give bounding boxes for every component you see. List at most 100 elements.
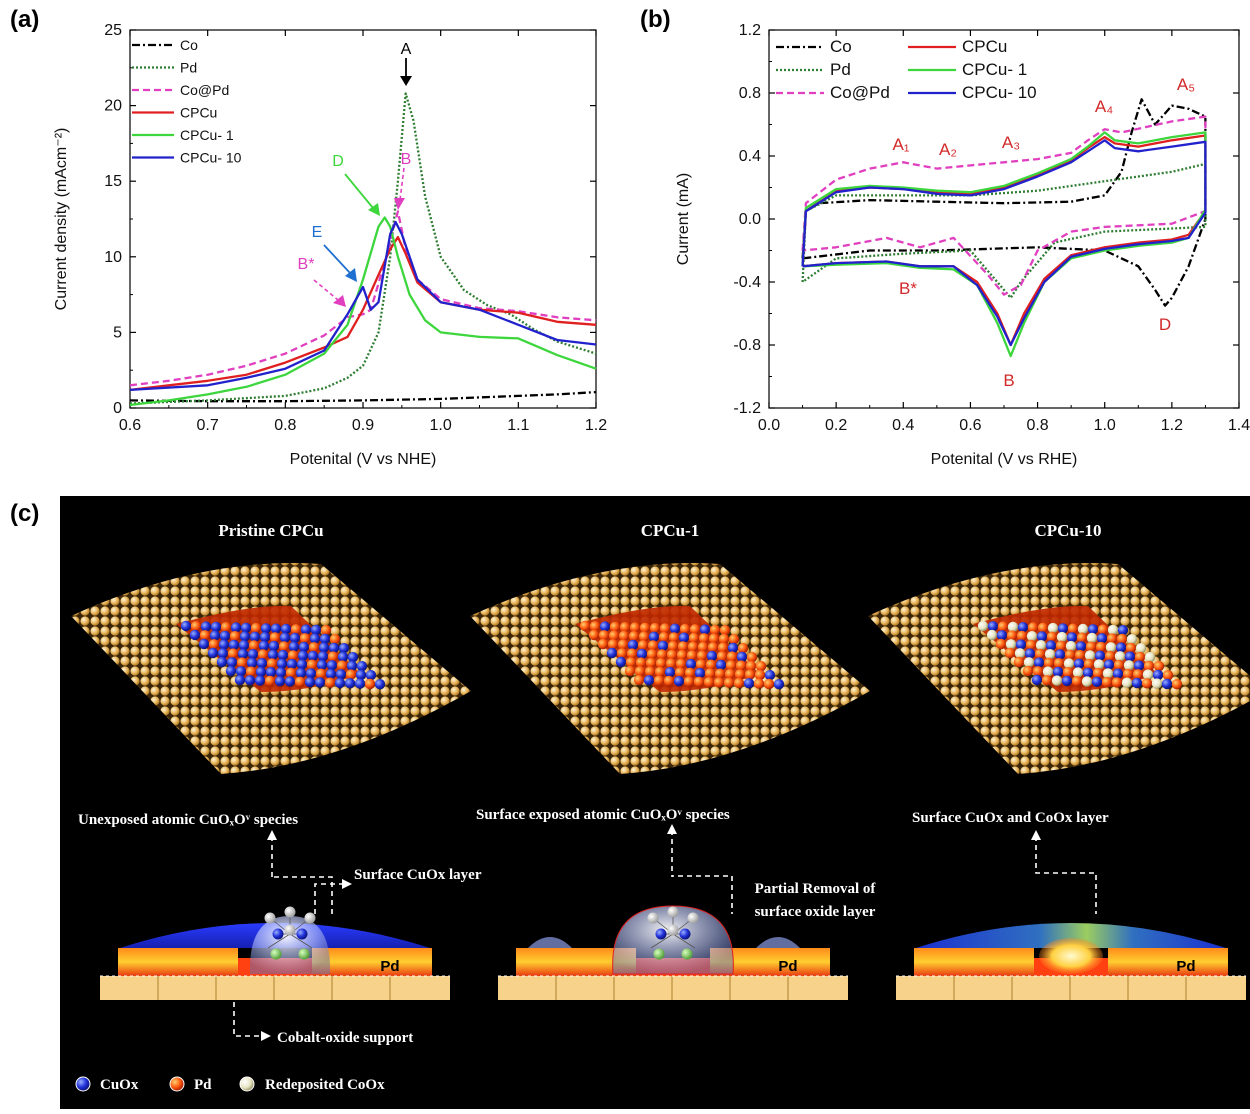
atom: [626, 648, 638, 659]
atom: [719, 625, 731, 636]
island-atoms: [977, 620, 1183, 690]
atom: [695, 659, 707, 670]
chart-a-legend-label: Pd: [180, 60, 197, 76]
atom: [1071, 676, 1083, 687]
caption-surface-cuox: Surface CuOx layer: [354, 867, 482, 883]
atom: [1061, 675, 1073, 687]
island-atoms: [579, 620, 785, 690]
atom: [297, 650, 309, 661]
atom: [235, 666, 247, 677]
atom: [298, 641, 310, 653]
atom: [1151, 678, 1163, 689]
atom: [244, 675, 256, 686]
atom: [726, 651, 738, 662]
legend-coox-label: Redeposited CoOx: [265, 1077, 385, 1093]
atom: [287, 650, 299, 661]
atom: [279, 632, 291, 643]
chart-a-series-co: [129, 390, 597, 403]
chart-b-legend-label: CPCu- 10: [962, 83, 1037, 102]
atom: [704, 668, 716, 679]
pd-band-right: [1108, 948, 1228, 976]
atom: [713, 677, 725, 688]
atom: [698, 633, 710, 644]
atom: [256, 658, 268, 669]
atom: [264, 675, 276, 687]
atom: [1051, 675, 1063, 686]
atom: [1171, 679, 1183, 690]
atom: [1103, 659, 1115, 670]
atom: [728, 634, 740, 645]
atom: [294, 676, 306, 687]
atom: [1073, 658, 1085, 669]
chart-a-series-pd: [129, 92, 597, 405]
atom: [1133, 660, 1145, 671]
chart-a-annotation-d: D: [332, 153, 344, 170]
atom: [315, 668, 327, 679]
chart-a-arrow-d: [344, 173, 374, 209]
atom: [1094, 650, 1106, 661]
atom: [299, 633, 311, 644]
surface-model-1: [71, 563, 471, 774]
atom: [1124, 651, 1136, 662]
chart-a-arrowhead-e: [345, 268, 357, 282]
atom: [228, 639, 240, 651]
chart-b-legend-label: CPCu- 1: [962, 60, 1027, 79]
atom: [707, 642, 719, 653]
pd-label: Pd: [380, 958, 399, 975]
chart-b: 0.0 0.2 0.4 0.6 0.8 1.0 1.2 1.4 -1.2 -0.8 -0.4 0.0 0…: [675, 22, 1250, 468]
atom: [609, 621, 621, 633]
legend-pd-icon: [169, 1076, 185, 1092]
chart-a-legend-label: Co@Pd: [180, 82, 229, 98]
chart-a-arrow-b: [399, 167, 405, 201]
atom: [753, 678, 765, 689]
atom: [238, 640, 250, 651]
atom: [664, 667, 676, 678]
schematic-panel: Pristine CPCu CPCu-1 CPCu-10 Unexposed a…: [60, 496, 1250, 1109]
atom: [1052, 666, 1064, 678]
atom: [987, 621, 999, 632]
atom: [248, 640, 260, 651]
atom: [628, 631, 640, 642]
atom: [646, 649, 658, 660]
atom: [635, 657, 647, 668]
schematic-dashed-arrows: [233, 830, 1097, 1037]
chart-b-y-tick-label: -0.4: [733, 274, 761, 291]
atom: [1142, 669, 1154, 680]
atom: [655, 658, 667, 669]
atom: [717, 642, 729, 653]
atom: [723, 677, 735, 688]
atom: [354, 678, 366, 689]
atom: [1041, 675, 1053, 686]
atom: [579, 620, 591, 632]
atom: [1005, 639, 1017, 650]
atom: [1162, 670, 1174, 681]
atom: [1114, 651, 1126, 662]
chart-b-x-tick-label: 1.4: [1228, 417, 1250, 434]
surface-model-2: [470, 563, 870, 774]
bond: [289, 933, 313, 949]
atom: [687, 641, 699, 652]
chart-b-annotation-0: A₁: [892, 135, 909, 154]
atom: [1024, 648, 1036, 659]
atom: [1007, 621, 1019, 633]
atom: [1093, 659, 1105, 670]
chart-b-annotation-6: B: [1003, 371, 1014, 390]
atom: [725, 660, 737, 671]
pd-band-left: [914, 948, 1034, 976]
atom: [374, 679, 386, 690]
atom: [647, 640, 659, 651]
atom: [657, 640, 669, 651]
atom: [1102, 668, 1114, 679]
atom: [637, 640, 649, 651]
atom: [307, 650, 319, 662]
atom: [255, 666, 267, 678]
caption-support: Cobalt-oxide support: [277, 1030, 413, 1046]
chart-a-annotations: A B D E B*: [298, 41, 412, 307]
atom: [218, 639, 230, 650]
chart-b-x-tick-label: 0.4: [892, 417, 914, 434]
atom: [1152, 669, 1164, 681]
atom: [300, 624, 312, 635]
atom: [239, 631, 251, 642]
cluster-atom: [687, 912, 699, 924]
chart-b-annotation-2: A₃: [1002, 133, 1020, 152]
